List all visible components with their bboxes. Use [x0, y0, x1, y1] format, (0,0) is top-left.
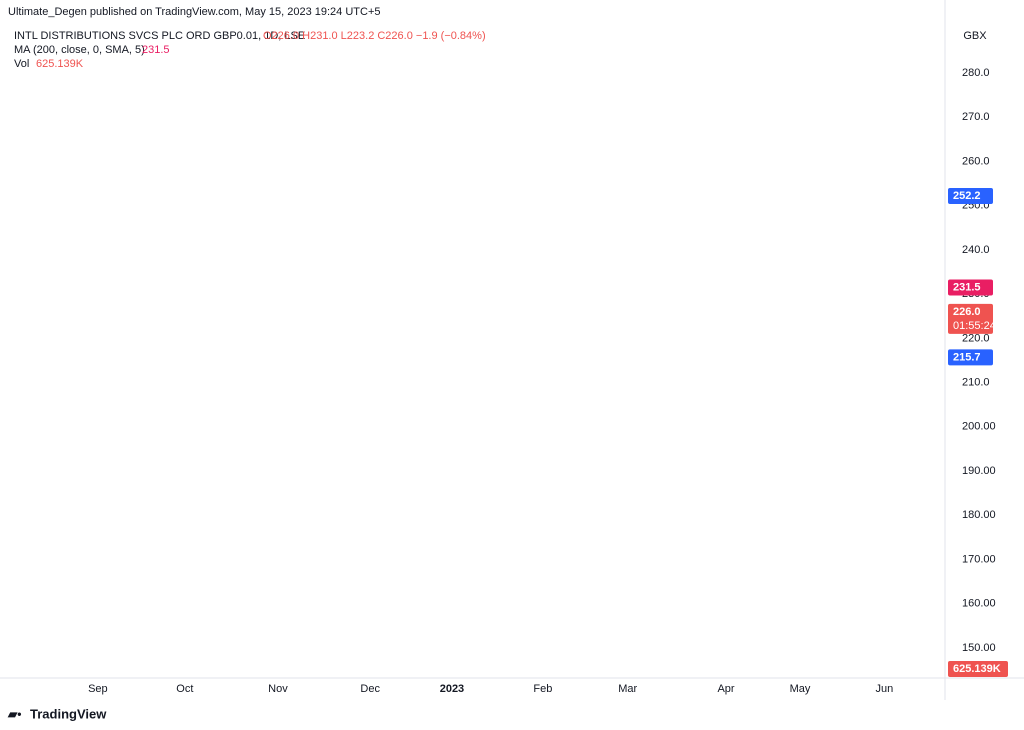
ohlc: O226.0 H231.0 L223.2 C226.0 −1.9 (−0.84%…	[263, 30, 486, 42]
last-price-label: 226.0	[953, 306, 981, 318]
level-label-box	[948, 349, 993, 366]
x-tick-label: Dec	[360, 683, 380, 695]
ma-last-label: 231.5	[953, 281, 981, 293]
brand: TradingView	[30, 706, 107, 721]
y-tick-label: 150.00	[962, 642, 996, 654]
currency: GBX	[963, 30, 987, 42]
y-tick-label: 220.0	[962, 332, 990, 344]
ma-last-label-box	[948, 279, 993, 296]
level-label: 252.2	[953, 190, 981, 202]
y-tick-label: 270.0	[962, 111, 990, 123]
y-tick-label: 280.0	[962, 67, 990, 79]
y-tick-label: 180.00	[962, 509, 996, 521]
y-tick-label: 240.0	[962, 244, 990, 256]
y-tick-label: 210.0	[962, 377, 990, 389]
x-tick-label: Apr	[717, 683, 734, 695]
x-tick-label: Oct	[176, 683, 193, 695]
x-tick-label: May	[790, 683, 811, 695]
x-tick-label: Sep	[88, 683, 108, 695]
x-tick-label: Jun	[875, 683, 893, 695]
vol-value: 625.139K	[36, 58, 84, 70]
y-tick-label: 170.00	[962, 553, 996, 565]
publisher: Ultimate_Degen published on TradingView.…	[8, 6, 381, 18]
ma-value: 231.5	[142, 44, 170, 56]
y-tick-label: 260.0	[962, 155, 990, 167]
volume-label-box	[948, 661, 1008, 677]
y-tick-label: 200.00	[962, 421, 996, 433]
y-tick-label: 190.00	[962, 465, 996, 477]
volume-label: 625.139K	[953, 663, 1001, 675]
ma-name: MA (200, close, 0, SMA, 5)	[14, 44, 145, 56]
last-price-label-box	[948, 303, 993, 334]
vol-name: Vol	[14, 58, 29, 70]
symbol: INTL DISTRIBUTIONS SVCS PLC ORD GBP0.01,…	[14, 30, 305, 42]
brand-logo: ▰•	[7, 707, 21, 721]
y-tick-label: 160.00	[962, 598, 996, 610]
x-tick-label: 2023	[440, 683, 464, 695]
countdown: 01:55:24	[953, 320, 996, 332]
x-tick-label: Mar	[618, 683, 637, 695]
level-label: 215.7	[953, 351, 981, 363]
axes: 150.00 160.00 170.00 180.00 190.00 200.00 210.…	[88, 67, 1008, 695]
level-label-box	[948, 188, 993, 205]
x-tick-label: Feb	[533, 683, 552, 695]
x-tick-label: Nov	[268, 683, 288, 695]
